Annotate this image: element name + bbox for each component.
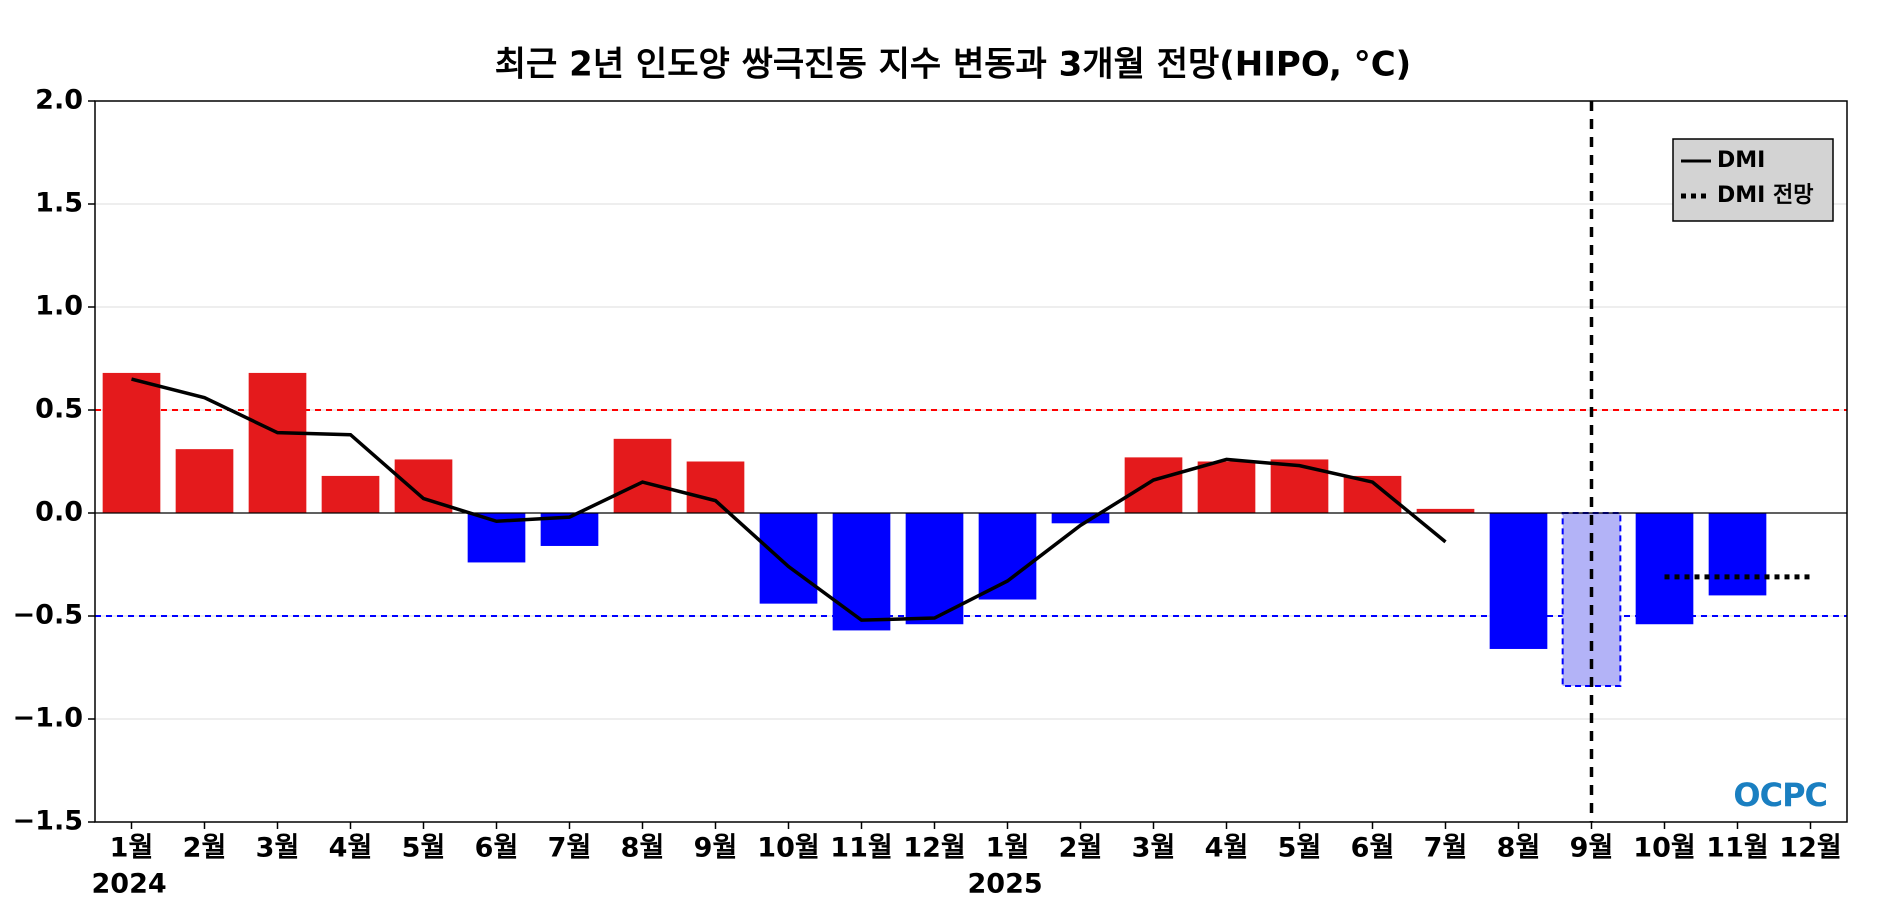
bar xyxy=(248,372,307,513)
x-tick-label: 4월 xyxy=(329,833,373,864)
y-tick-label: −0.5 xyxy=(13,600,83,631)
year-label: 2025 xyxy=(968,869,1043,900)
x-tick-label: 10월 xyxy=(757,833,819,864)
bar xyxy=(1197,461,1256,513)
bar xyxy=(1416,508,1475,513)
year-label: 2024 xyxy=(92,869,167,900)
y-tick-label: −1.5 xyxy=(13,806,83,837)
x-tick-label: 9월 xyxy=(694,833,738,864)
x-tick-label: 11월 xyxy=(1706,833,1768,864)
x-tick-label: 7월 xyxy=(1424,833,1468,864)
x-tick-label: 6월 xyxy=(1351,833,1395,864)
x-tick-label: 3월 xyxy=(1132,833,1176,864)
x-tick-label: 2월 xyxy=(183,833,227,864)
legend-label: DMI 전망 xyxy=(1717,183,1813,208)
y-tick-label: 2.0 xyxy=(35,85,83,116)
bar xyxy=(832,513,891,631)
line-solid xyxy=(131,377,1447,622)
x-tick-label: 6월 xyxy=(475,833,519,864)
bar xyxy=(1270,459,1329,513)
bar xyxy=(321,475,380,513)
x-tick-label: 10월 xyxy=(1633,833,1695,864)
bar xyxy=(1635,513,1694,625)
x-tick-label: 1월 xyxy=(110,833,154,864)
y-tick-label: 0.0 xyxy=(35,497,83,528)
logo: OCPC xyxy=(1733,776,1827,814)
x-tick-label: 1월 xyxy=(986,833,1030,864)
legend-box xyxy=(1672,138,1834,222)
y-tick-label: 0.5 xyxy=(35,394,83,425)
x-tick-label: 5월 xyxy=(402,833,446,864)
x-tick-label: 4월 xyxy=(1205,833,1249,864)
bar xyxy=(1051,513,1110,524)
bar xyxy=(175,449,234,513)
bar xyxy=(1124,457,1183,513)
x-tick-label: 8월 xyxy=(1497,833,1541,864)
y-tick-label: 1.5 xyxy=(35,188,83,219)
bar xyxy=(686,461,745,513)
bar xyxy=(613,438,672,513)
x-tick-label: 2월 xyxy=(1059,833,1103,864)
x-tick-label: 3월 xyxy=(256,833,300,864)
x-tick-label: 5월 xyxy=(1278,833,1322,864)
plot-frame xyxy=(94,100,1848,823)
bar xyxy=(905,513,964,625)
bar xyxy=(102,372,161,513)
x-tick-label: 12월 xyxy=(1779,833,1841,864)
x-tick-label: 9월 xyxy=(1570,833,1614,864)
x-tick-label: 11월 xyxy=(830,833,892,864)
bar xyxy=(978,513,1037,600)
chart-title: 최근 2년 인도양 쌍극진동 지수 변동과 3개월 전망(HIPO, °C) xyxy=(495,45,1411,85)
x-tick-label: 12월 xyxy=(903,833,965,864)
x-tick-label: 8월 xyxy=(621,833,665,864)
x-tick-label: 7월 xyxy=(548,833,592,864)
y-tick-label: 1.0 xyxy=(35,291,83,322)
y-tick-label: −1.0 xyxy=(13,703,83,734)
bar xyxy=(759,513,818,604)
legend-label: DMI xyxy=(1717,148,1765,173)
bar xyxy=(1489,513,1548,649)
bar xyxy=(1708,513,1767,596)
